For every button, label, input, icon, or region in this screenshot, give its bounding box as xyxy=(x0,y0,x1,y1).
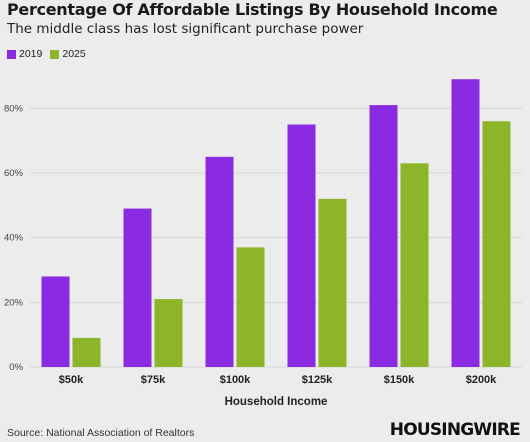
chart-subtitle: The middle class has lost significant pu… xyxy=(7,21,364,37)
x-axis-label: Household Income xyxy=(225,396,328,408)
bars xyxy=(41,79,511,368)
bar-2019-50k xyxy=(41,276,70,367)
y-tick-label: 60% xyxy=(4,168,24,179)
x-tick-label: $125k xyxy=(302,374,333,386)
bar-2025-100k xyxy=(236,247,265,367)
bar-2019-200k xyxy=(451,79,480,367)
legend-swatch-2019 xyxy=(7,49,16,59)
source-note: Source: National Association of Realtors xyxy=(7,427,195,439)
grid-layer xyxy=(30,107,522,368)
bar-2019-75k xyxy=(123,208,152,367)
legend-label-2019: 2019 xyxy=(19,48,43,60)
y-tick-label: 20% xyxy=(4,297,24,308)
bar-2025-50k xyxy=(72,337,101,367)
bar-2025-200k xyxy=(482,121,511,368)
legend-item-2025: 2025 xyxy=(50,48,86,60)
y-tick-label: 0% xyxy=(9,362,23,373)
bar-chart: 0% 20% 40% 60% 80% $50k $75k $100k $125k $150k $2… xyxy=(4,79,522,408)
legend-swatch-2025 xyxy=(50,49,60,59)
x-tick-label: $50k xyxy=(59,374,84,386)
legend-item-2019: 2019 xyxy=(7,48,42,60)
x-tick-label: $150k xyxy=(384,374,415,386)
bar-2025-125k xyxy=(318,198,347,367)
brand-logo: HOUSINGWIRE xyxy=(389,420,521,440)
chart-title: Percentage Of Affordable Listings By Hou… xyxy=(7,0,498,19)
bar-2019-100k xyxy=(205,156,234,367)
y-tick-label: 80% xyxy=(4,103,24,114)
bar-2019-125k xyxy=(287,124,316,367)
bar-2025-75k xyxy=(154,299,183,367)
x-tick-label: $200k xyxy=(466,374,497,386)
x-axis-categories: $50k $75k $100k $125k $150k $200k xyxy=(59,374,497,386)
y-tick-label: 40% xyxy=(4,233,24,244)
bar-2019-150k xyxy=(369,105,398,367)
legend: 2019 2025 xyxy=(7,48,94,60)
x-tick-label: $75k xyxy=(141,374,166,386)
x-tick-label: $100k xyxy=(220,374,251,386)
legend-label-2025: 2025 xyxy=(62,48,86,60)
bar-2025-150k xyxy=(400,163,429,367)
y-axis-ticks: 0% 20% 40% 60% 80% xyxy=(4,103,24,373)
